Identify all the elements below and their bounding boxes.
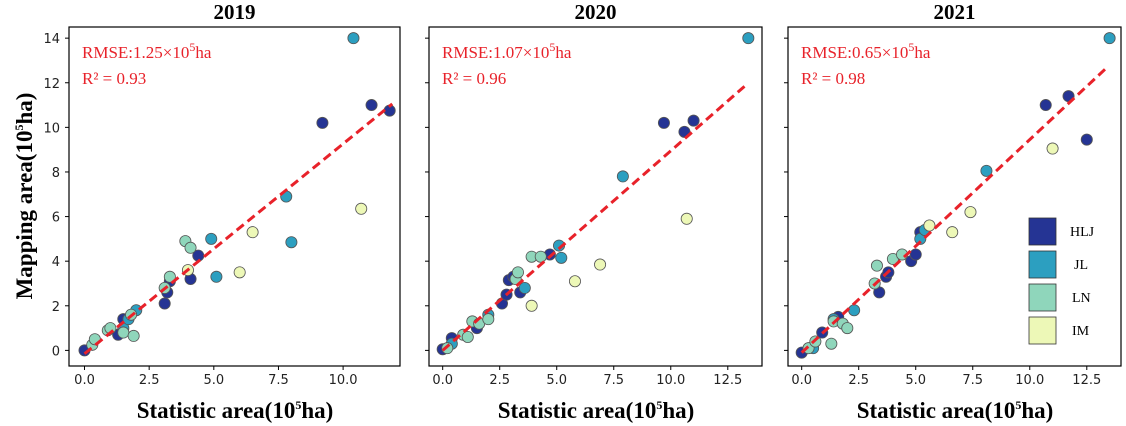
y-tick-label: 12 — [43, 77, 60, 92]
r2-label: R² = 0.96 — [442, 69, 506, 88]
y-tick-label: 0 — [52, 344, 60, 359]
plot-frame-2021 — [787, 26, 1122, 367]
y-tick-label: 2 — [52, 300, 60, 315]
plot-frame-2019 — [68, 26, 401, 367]
point-hlj — [316, 116, 329, 129]
y-tick-label: 10 — [43, 121, 60, 136]
panel-title-2019: 2019 — [214, 0, 256, 24]
legend-swatch-im — [1028, 316, 1057, 345]
point-jl — [210, 270, 223, 283]
point-ln — [482, 313, 495, 326]
point-im — [233, 266, 246, 279]
point-im — [1046, 142, 1059, 155]
legend-label-jl: JL — [1074, 258, 1088, 273]
point-ln — [184, 241, 197, 254]
point-jl — [518, 281, 531, 294]
point-jl — [1103, 32, 1116, 45]
fit-line — [83, 102, 394, 355]
y-axis-label: Mapping area(105ha) — [12, 93, 37, 300]
x-tick-label: 7.5 — [962, 373, 983, 388]
x-tick-label: 2.5 — [489, 373, 510, 388]
point-im — [525, 299, 538, 312]
x-tick-label: 10.0 — [329, 373, 358, 388]
point-jl — [285, 236, 298, 249]
rmse-label: RMSE:1.25×105ha — [82, 40, 212, 62]
panel-2020: 2020 0.0 2.5 5.0 7.5 10.0 12.5 RMSE:1.07×105ha R… — [425, 0, 763, 388]
point-hlj — [909, 248, 922, 261]
legend-label-im: IM — [1072, 324, 1090, 339]
panel-title-2021: 2021 — [934, 0, 976, 24]
r2-label: R² = 0.93 — [82, 69, 146, 88]
point-im — [964, 206, 977, 219]
x-axis-label-2019: Statistic area(105ha) — [137, 398, 334, 423]
x-tick-label: 2.5 — [848, 373, 869, 388]
point-jl — [555, 251, 568, 264]
x-tick-label: 5.0 — [905, 373, 926, 388]
x-tick-label: 0.0 — [791, 373, 812, 388]
x-tick-label: 7.5 — [603, 373, 624, 388]
point-jl — [848, 304, 861, 317]
point-im — [355, 202, 368, 215]
x-tick-label: 10.0 — [1015, 373, 1044, 388]
point-jl — [742, 32, 755, 45]
panel-2021: 2021 0.0 2.5 5.0 7.5 10.0 12.5 RMSE:0.65×105ha R… — [784, 0, 1122, 388]
point-jl — [616, 170, 629, 183]
point-ln — [461, 331, 474, 344]
x-tick-label: 0.0 — [432, 373, 453, 388]
legend-swatch-ln — [1028, 283, 1057, 312]
legend-swatch-jl — [1028, 250, 1057, 279]
y-tick-label: 8 — [52, 166, 60, 181]
legend-label-hlj: HLJ — [1070, 225, 1095, 240]
point-im — [946, 226, 959, 239]
x-tick-label: 7.5 — [268, 373, 289, 388]
x-tick-label: 10.0 — [656, 373, 685, 388]
point-ln — [534, 250, 547, 263]
x-tick-label: 2.5 — [139, 373, 160, 388]
point-im — [923, 219, 936, 232]
legend-label-ln: LN — [1072, 291, 1091, 306]
point-hlj — [657, 116, 670, 129]
y-tick-label: 14 — [43, 32, 60, 47]
point-ln — [870, 259, 883, 272]
plot-frame-2020 — [428, 26, 763, 367]
point-ln — [117, 326, 130, 339]
point-jl — [205, 232, 218, 245]
point-hlj — [687, 114, 700, 127]
point-ln — [841, 322, 854, 335]
point-hlj — [158, 297, 171, 310]
point-jl — [347, 32, 360, 45]
x-tick-label: 5.0 — [546, 373, 567, 388]
x-axis-label-2020: Statistic area(105ha) — [498, 398, 695, 423]
point-ln — [511, 266, 524, 279]
point-hlj — [365, 99, 378, 112]
point-ln — [825, 337, 838, 350]
point-im — [594, 258, 607, 271]
point-hlj — [1080, 133, 1093, 146]
x-tick-label: 5.0 — [203, 373, 224, 388]
legend-swatch-hlj — [1028, 217, 1057, 246]
panel-title-2020: 2020 — [575, 0, 617, 24]
x-tick-label: 0.0 — [74, 373, 95, 388]
point-im — [246, 226, 259, 239]
r2-label: R² = 0.98 — [801, 69, 865, 88]
y-tick-label: 4 — [52, 255, 60, 270]
point-im — [680, 212, 693, 225]
x-axis-label-2021: Statistic area(105ha) — [857, 398, 1054, 423]
point-im — [568, 275, 581, 288]
fit-line — [441, 83, 748, 352]
point-ln — [163, 270, 176, 283]
x-tick-label: 12.5 — [1072, 373, 1101, 388]
rmse-label: RMSE:0.65×105ha — [801, 40, 931, 62]
y-tick-label: 6 — [52, 211, 60, 226]
rmse-label: RMSE:1.07×105ha — [442, 40, 572, 62]
point-jl — [980, 164, 993, 177]
point-hlj — [1039, 99, 1052, 112]
panel-2019: 2019 0.0 2.5 5.0 7.5 10.0 0 2 4 6 8 10 12 14 RMSE:1.25… — [43, 0, 401, 388]
x-tick-label: 12.5 — [713, 373, 742, 388]
legend: HLJ JL LN IM — [1028, 217, 1095, 345]
point-ln — [127, 329, 140, 342]
